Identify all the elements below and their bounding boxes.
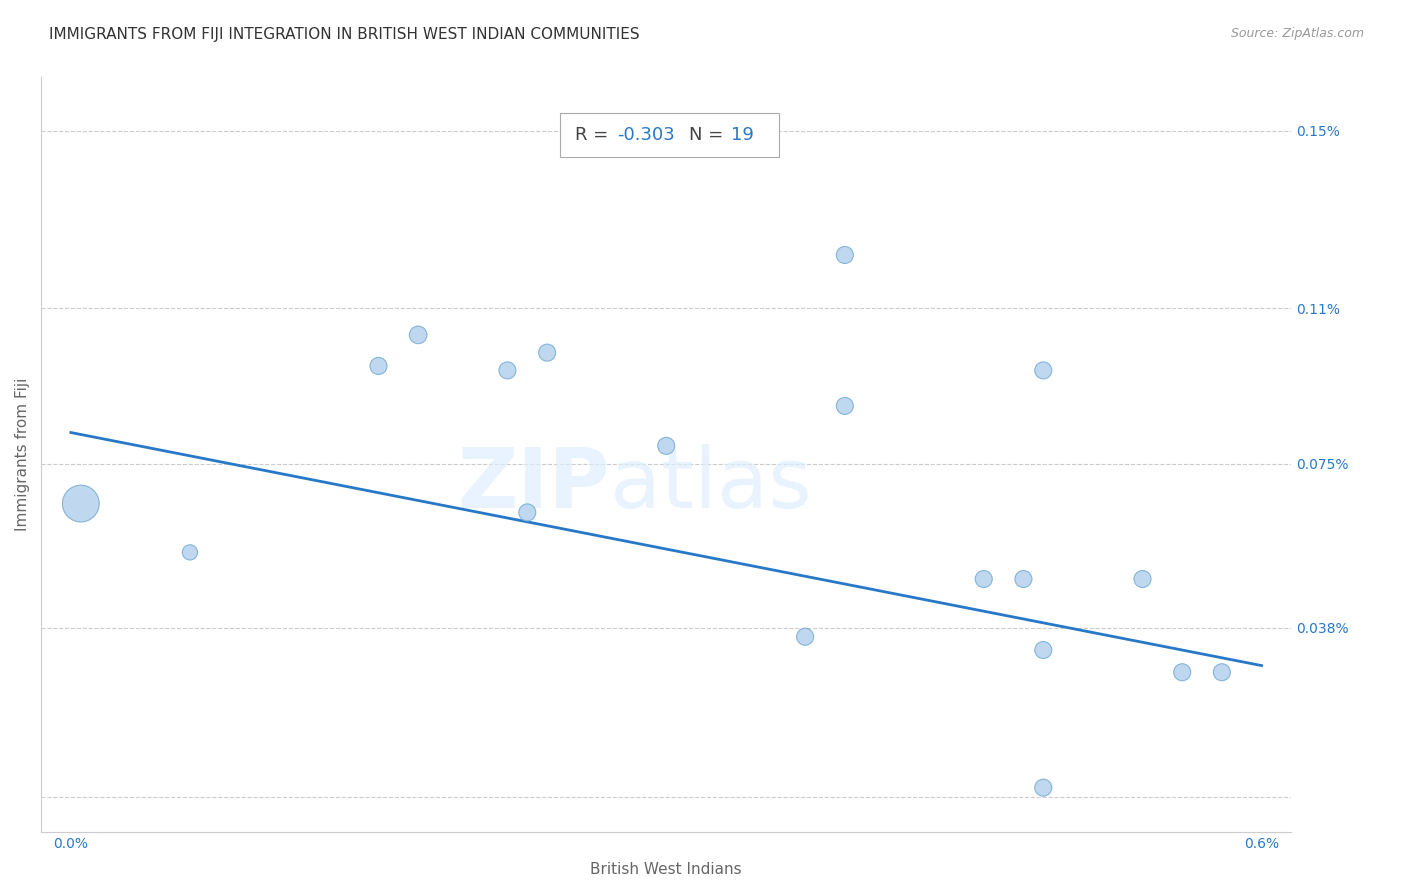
FancyBboxPatch shape — [560, 113, 779, 157]
Point — [1132, 572, 1154, 586]
Point — [367, 359, 389, 373]
Text: ZIP: ZIP — [457, 444, 610, 525]
Point — [655, 439, 678, 453]
Point — [1032, 363, 1054, 377]
Point — [834, 399, 856, 413]
Text: IMMIGRANTS FROM FIJI INTEGRATION IN BRITISH WEST INDIAN COMMUNITIES: IMMIGRANTS FROM FIJI INTEGRATION IN BRIT… — [49, 27, 640, 42]
Point — [834, 248, 856, 262]
Point — [496, 363, 519, 377]
Text: N =: N = — [689, 126, 728, 144]
Text: atlas: atlas — [610, 444, 811, 525]
Point — [69, 497, 91, 511]
Point — [179, 545, 201, 559]
Point — [406, 327, 429, 342]
Text: R =: R = — [575, 126, 614, 144]
Point — [1032, 643, 1054, 657]
Point — [794, 630, 817, 644]
Point — [1171, 665, 1194, 680]
Point — [516, 505, 538, 519]
Point — [973, 572, 995, 586]
X-axis label: British West Indians: British West Indians — [591, 862, 742, 877]
Text: Source: ZipAtlas.com: Source: ZipAtlas.com — [1230, 27, 1364, 40]
Point — [536, 345, 558, 359]
Text: -0.303: -0.303 — [617, 126, 675, 144]
Point — [1211, 665, 1233, 680]
Point — [1012, 572, 1035, 586]
Point — [1032, 780, 1054, 795]
Y-axis label: Immigrants from Fiji: Immigrants from Fiji — [15, 378, 30, 532]
Text: 19: 19 — [731, 126, 754, 144]
